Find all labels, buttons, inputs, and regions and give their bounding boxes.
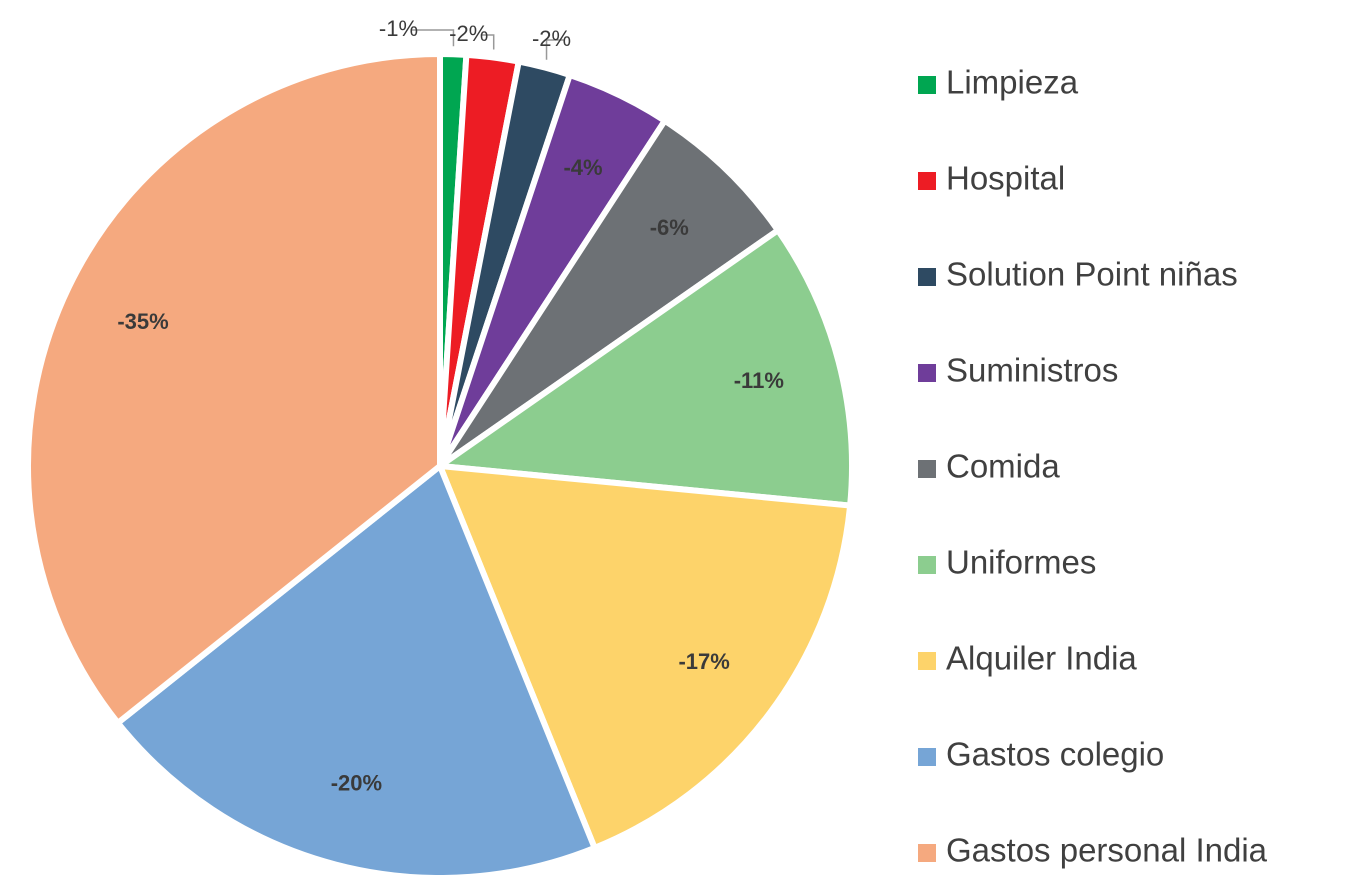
leader-line <box>480 34 495 50</box>
pie-slice <box>114 463 598 875</box>
legend-swatch <box>918 460 936 478</box>
data-label: -1% <box>379 16 418 41</box>
legend-swatch <box>918 844 936 862</box>
legend-label: Gastos personal India <box>946 832 1268 869</box>
data-label: -11% <box>734 368 784 393</box>
pie-slice <box>437 117 781 469</box>
legend-label: Gastos colegio <box>946 736 1164 773</box>
leader-line <box>545 39 564 60</box>
legend-swatch <box>918 268 936 286</box>
data-label: -6% <box>650 215 689 240</box>
legend-label: Uniformes <box>946 544 1096 581</box>
legend-label: Comida <box>946 448 1060 485</box>
leader-line <box>410 29 455 47</box>
legend-label: Solution Point niñas <box>946 256 1238 293</box>
legend-swatch <box>918 172 936 190</box>
legend-label: Hospital <box>946 160 1065 197</box>
data-label: -20% <box>331 771 382 796</box>
data-label: -35% <box>117 309 168 334</box>
data-label: -2% <box>449 21 488 46</box>
legend-label: Alquiler India <box>946 640 1137 677</box>
data-label: -17% <box>678 649 729 674</box>
legend-label: Suministros <box>946 352 1118 389</box>
legend-swatch <box>918 652 936 670</box>
legend-swatch <box>918 556 936 574</box>
legend-swatch <box>918 748 936 766</box>
pie-slice <box>437 227 855 509</box>
pie-slice <box>437 463 854 851</box>
legend-swatch <box>918 364 936 382</box>
pie-slice <box>25 51 443 726</box>
data-label: -2% <box>532 26 571 51</box>
legend-label: Limpieza <box>946 64 1079 101</box>
legend-swatch <box>918 76 936 94</box>
data-label: -4% <box>563 155 602 180</box>
